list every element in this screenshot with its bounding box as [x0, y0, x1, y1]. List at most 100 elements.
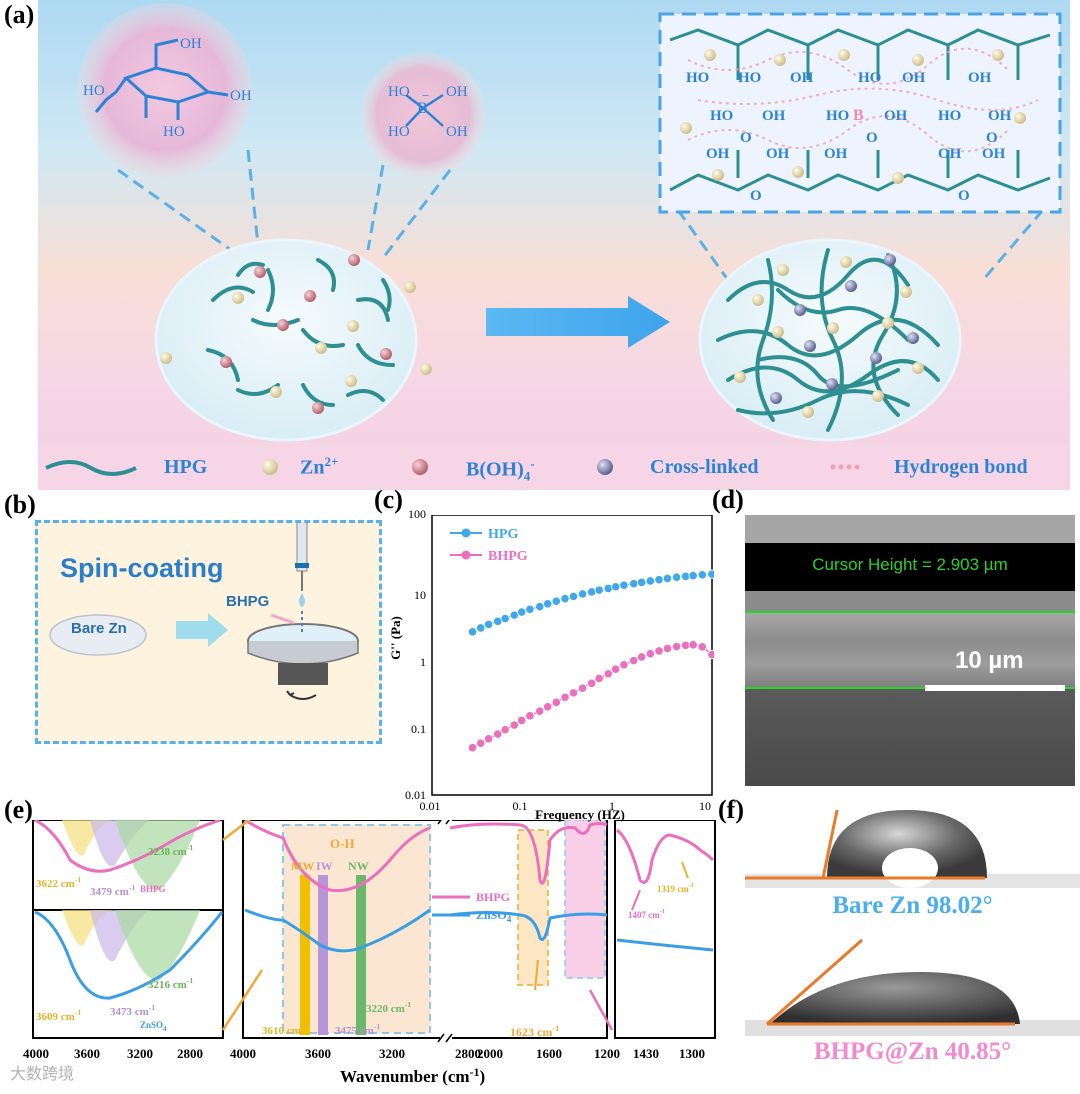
- tick-main: 3600: [305, 1046, 331, 1061]
- cb-region: [564, 819, 606, 979]
- svg-text:O: O: [740, 130, 752, 146]
- borate-bubble: [361, 53, 485, 177]
- svg-text:OH: OH: [790, 70, 814, 86]
- data-point: [483, 619, 494, 630]
- panel-label-e: (e): [4, 795, 33, 824]
- zn-ball-icon: [262, 459, 278, 475]
- mw-band: [300, 875, 310, 1035]
- label-mw: MW: [291, 859, 314, 873]
- data-point: [707, 569, 717, 579]
- x-tick-label: 10: [699, 799, 711, 813]
- borate-oh-1: OH: [446, 84, 468, 100]
- data-point: [603, 669, 613, 679]
- chart-frame: [431, 514, 713, 796]
- data-point: [637, 652, 647, 662]
- x-axis-title: Frequency (HZ): [535, 807, 625, 822]
- legend-hbond: Hydrogen bond: [894, 456, 1028, 478]
- bare-zn-angle-label: Bare Zn 98.02°: [832, 892, 993, 919]
- bare-zn-reflection: [882, 848, 938, 888]
- bare-zn-tangent: [821, 795, 842, 879]
- borate-ho-2: HO: [388, 124, 410, 140]
- bare-zn-disk: [49, 614, 147, 656]
- svg-text:O: O: [750, 188, 762, 204]
- data-point: [707, 649, 717, 660]
- data-point: [500, 725, 510, 735]
- network-backbones: [669, 28, 1051, 192]
- panel-d-sem-image: Cursor Height = 2.903 µm 10 µm: [745, 515, 1075, 786]
- glucose-oh-top: OH: [180, 36, 202, 52]
- borate-charge: −: [422, 88, 429, 103]
- data-point: [645, 576, 655, 586]
- tick-main: 1200: [594, 1046, 620, 1061]
- label-1623: 1623 cm-1: [510, 1024, 559, 1039]
- legend-znso4: ZnSO4: [476, 908, 512, 924]
- scale-bar-label: 10 µm: [955, 647, 1024, 674]
- data-point: [483, 734, 494, 744]
- data-point: [500, 613, 510, 624]
- x-tick-label: 0.1: [512, 799, 528, 813]
- data-point: [493, 729, 503, 739]
- inset-label-3238: 3238 cm-1: [148, 843, 193, 858]
- data-point: [467, 627, 478, 637]
- panel-label-c: (c): [374, 485, 403, 514]
- legend-strip: [38, 442, 1070, 490]
- sem-substrate: [745, 689, 1075, 786]
- bare-zn-label: Bare Zn: [71, 620, 127, 637]
- data-point: [577, 589, 588, 599]
- legend-marker: [461, 550, 471, 560]
- data-point: [688, 571, 698, 581]
- loss-modulus-chart: HPG BHPG: [431, 514, 717, 796]
- label-3610: 3610 cm-1: [262, 1022, 307, 1037]
- tick-left: 4000: [23, 1046, 49, 1061]
- tick-right: 1430: [633, 1046, 659, 1061]
- zoom-connectors: [117, 149, 1045, 281]
- y-tick-label: 10: [414, 588, 426, 602]
- sem-coating-layer: [745, 611, 1075, 687]
- watermark-logo: 大数跨境: [10, 1064, 75, 1083]
- legend-borate: B(OH)4-: [466, 456, 535, 484]
- bhpg-spectrum: [244, 818, 608, 893]
- data-point: [629, 656, 639, 666]
- data-point: [517, 715, 527, 726]
- svg-text:HO: HO: [710, 108, 733, 124]
- data-point: [551, 596, 561, 606]
- inset-bhpg-spectrum: [616, 828, 715, 884]
- data-point: [629, 579, 639, 589]
- right-disk-ions: [734, 254, 924, 418]
- panel-label-d: (d): [712, 485, 744, 514]
- data-point: [476, 623, 486, 633]
- data-point: [637, 577, 647, 587]
- data-point: [535, 706, 545, 716]
- data-point: [603, 583, 613, 593]
- znso4-spectrum: [244, 908, 608, 953]
- svg-text:HO: HO: [686, 70, 709, 86]
- data-point: [662, 573, 673, 584]
- svg-text:HO: HO: [858, 70, 881, 86]
- inset-label-3473: 3473 cm-1: [110, 1003, 155, 1018]
- data-point: [543, 599, 553, 609]
- hpg-strand-icon: [45, 460, 137, 476]
- rotation-icon: [289, 694, 317, 700]
- data-point: [697, 570, 707, 580]
- legend-bhpg: BHPG: [476, 890, 510, 904]
- data-point: [594, 673, 604, 684]
- svg-text:HO: HO: [826, 108, 849, 124]
- svg-text:HO: HO: [938, 108, 961, 124]
- panel-c-rheology-chart: HPG BHPG: [430, 514, 717, 797]
- legend-marker: [461, 528, 471, 538]
- y-tick-label: 1: [420, 655, 426, 669]
- svg-text:OH: OH: [938, 146, 962, 162]
- series-bhpg: [467, 640, 717, 753]
- label-oh: O-H: [330, 836, 355, 851]
- connector-right-bottom: [588, 989, 614, 1031]
- glucose-ho-bottom: HO: [163, 124, 185, 140]
- data-point: [671, 572, 682, 582]
- data-point: [688, 640, 698, 650]
- data-point: [587, 587, 597, 597]
- y-axis-title: G'' (Pa): [388, 616, 403, 660]
- svg-text:OH: OH: [884, 108, 908, 124]
- hpg-solution-disk: [154, 238, 418, 442]
- cursor-line-bottom: [745, 687, 1075, 689]
- svg-text:OH: OH: [968, 70, 992, 86]
- y-tick-label: 0.1: [411, 722, 426, 736]
